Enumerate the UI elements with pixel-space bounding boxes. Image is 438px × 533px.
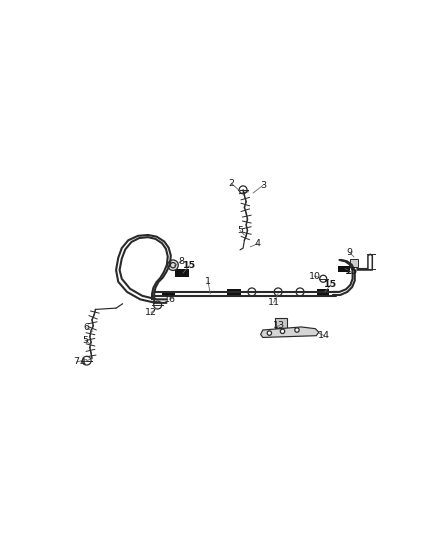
Circle shape	[280, 329, 285, 334]
Text: 16: 16	[164, 295, 176, 304]
Text: 1: 1	[205, 277, 211, 286]
Text: 5: 5	[82, 336, 88, 344]
Text: 11: 11	[268, 298, 280, 307]
Polygon shape	[261, 327, 319, 337]
Bar	[275, 318, 287, 328]
Bar	[175, 269, 189, 277]
Text: 15: 15	[345, 267, 358, 276]
Text: 6: 6	[84, 324, 90, 332]
Text: 12: 12	[145, 308, 157, 317]
Circle shape	[267, 331, 272, 335]
Text: 7: 7	[74, 358, 80, 367]
Text: 4: 4	[79, 358, 85, 367]
Text: 13: 13	[273, 321, 286, 330]
Circle shape	[168, 260, 178, 270]
Bar	[338, 265, 350, 272]
Bar	[162, 291, 175, 297]
Text: 15: 15	[183, 261, 196, 270]
Bar	[350, 259, 358, 266]
Bar	[317, 289, 329, 295]
Text: 8: 8	[179, 257, 185, 266]
Text: 10: 10	[308, 272, 321, 281]
Text: 15: 15	[324, 280, 337, 289]
Text: 2: 2	[228, 179, 234, 188]
Text: 3: 3	[260, 181, 266, 190]
Text: 4: 4	[254, 239, 261, 248]
Text: 14: 14	[318, 331, 330, 340]
Circle shape	[295, 328, 299, 332]
Bar	[227, 289, 241, 295]
Text: 5: 5	[237, 226, 243, 235]
Text: 9: 9	[346, 248, 353, 257]
